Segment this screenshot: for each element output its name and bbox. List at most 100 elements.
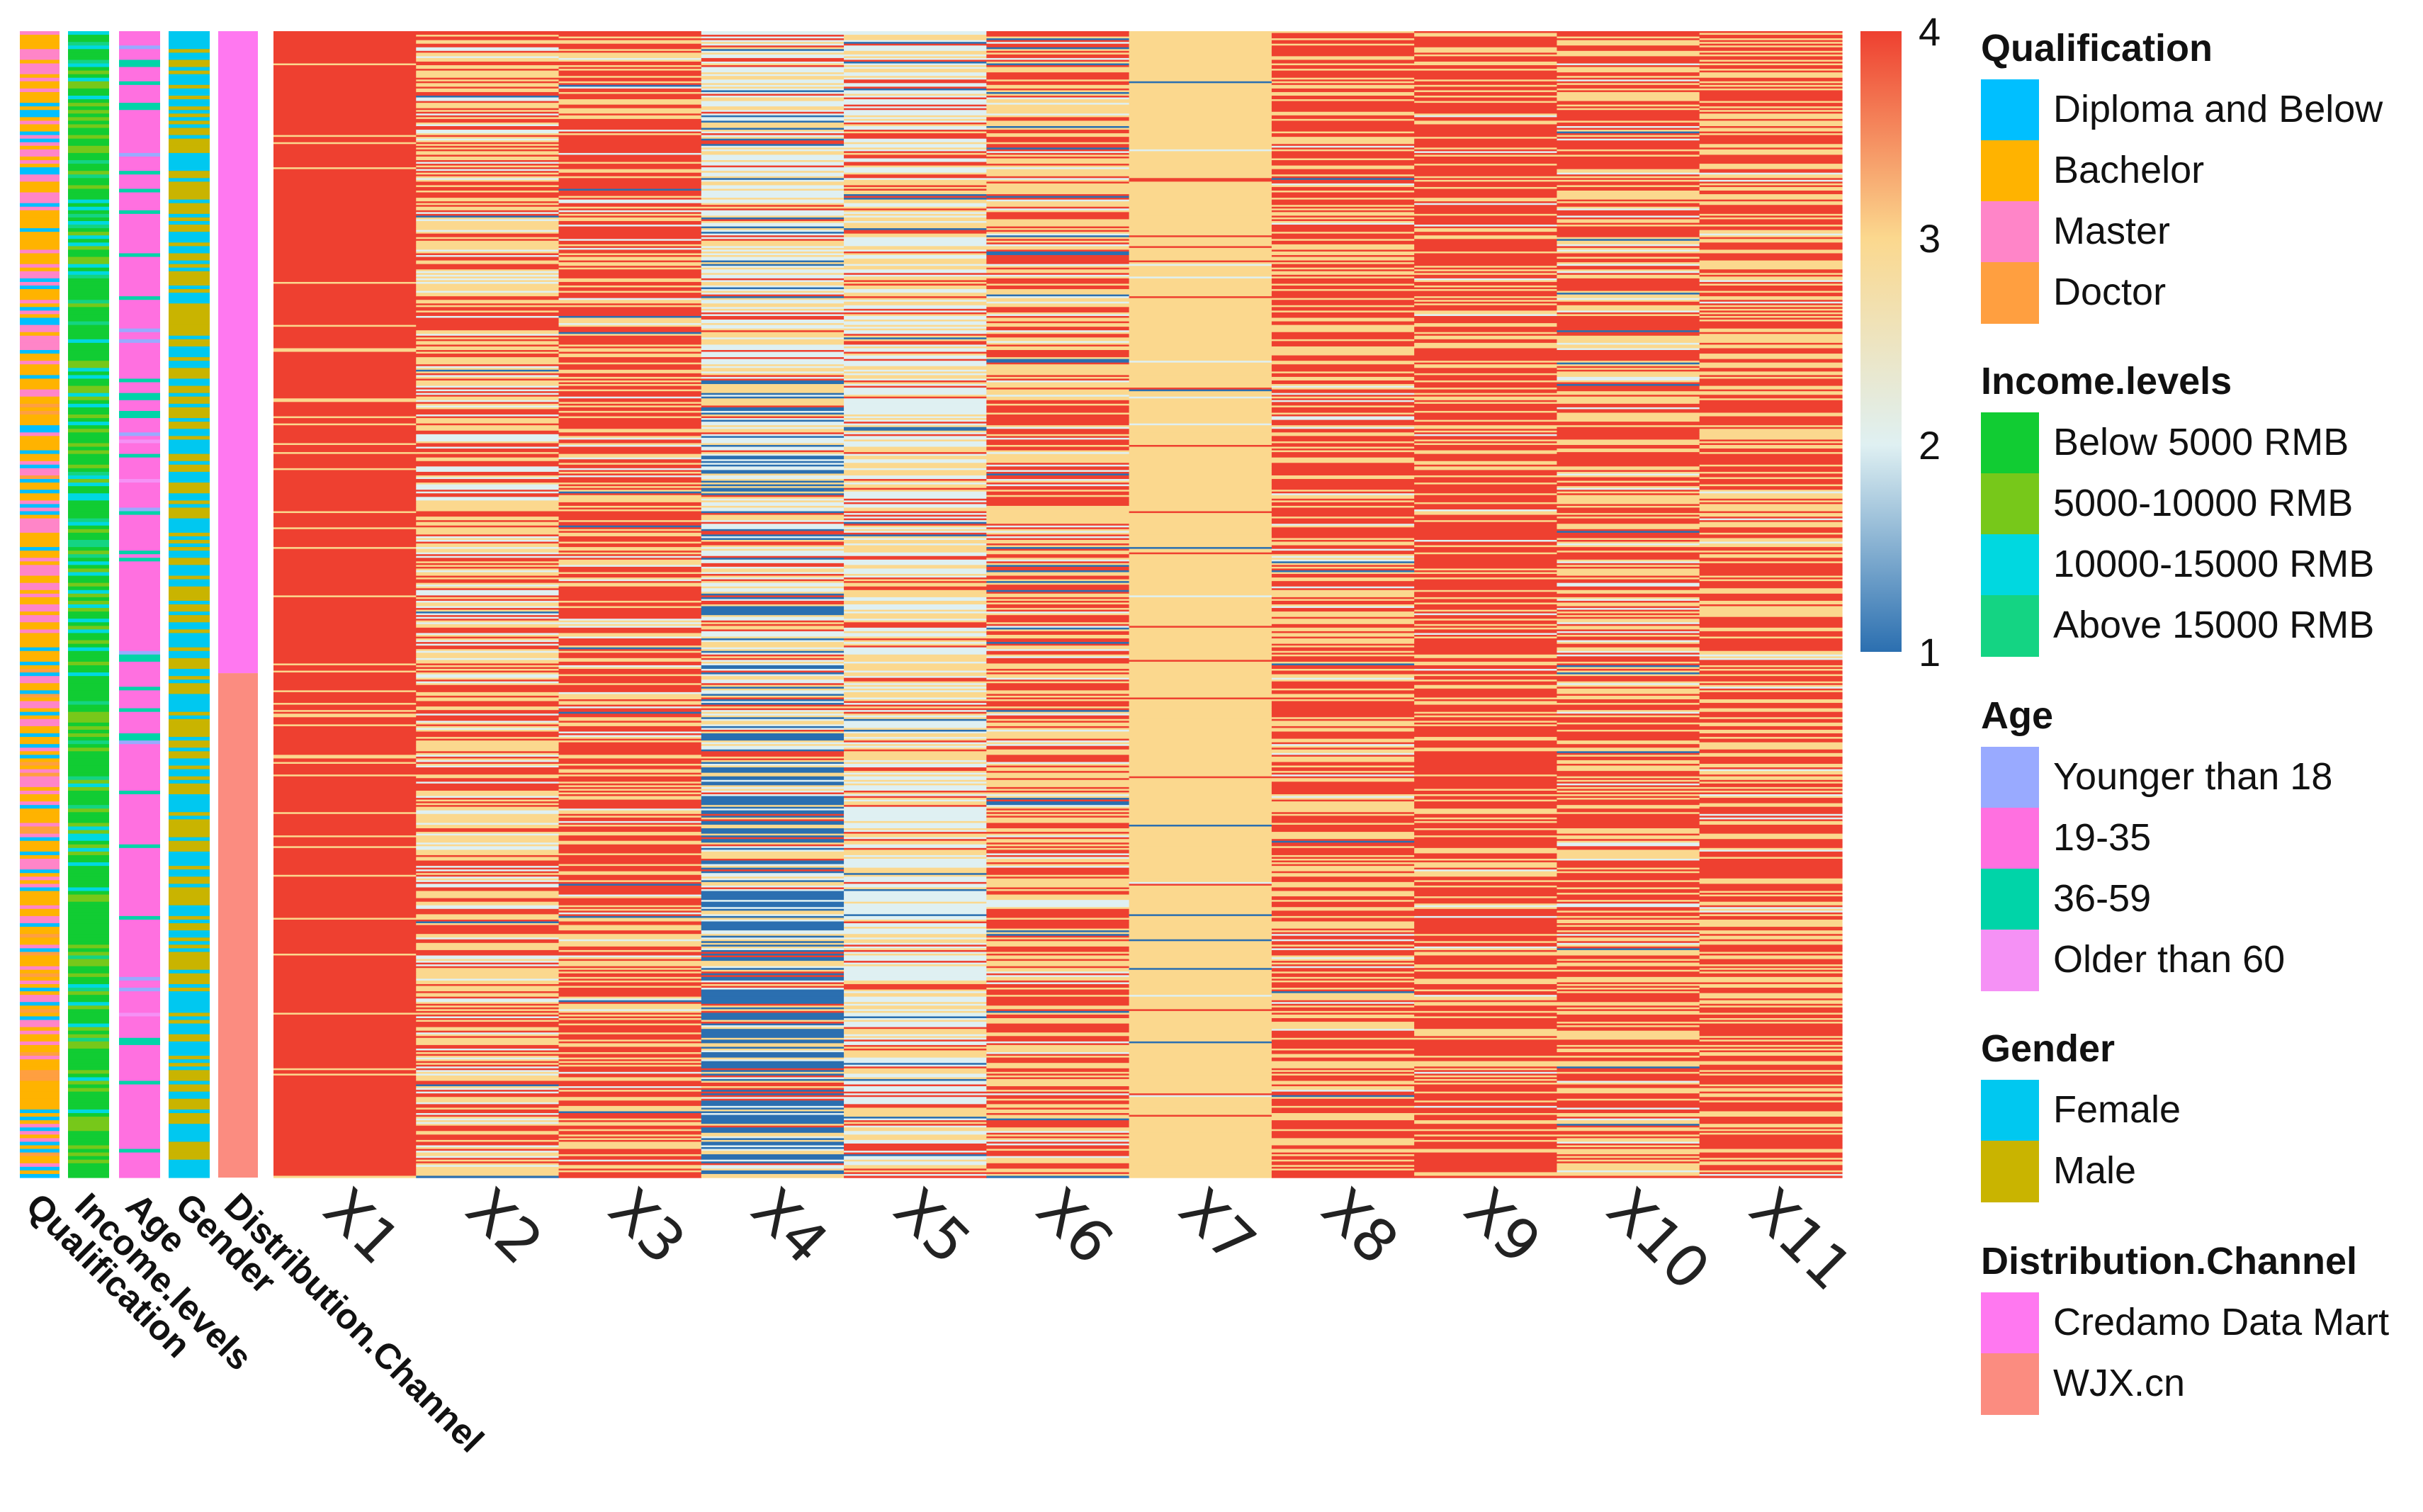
heat-cell [986, 891, 1130, 893]
heat-cell [986, 658, 1130, 661]
heat-cell [844, 298, 987, 300]
heat-cell [273, 294, 417, 297]
track-cell [119, 156, 160, 161]
heat-cell [273, 253, 417, 256]
track-cell [169, 672, 210, 677]
heat-cell [558, 220, 702, 224]
heat-cell [986, 300, 1130, 303]
heat-cell [701, 162, 845, 164]
heat-cell [558, 396, 702, 399]
track-cell [20, 661, 60, 666]
heat-cell [416, 378, 560, 381]
heat-cell [701, 328, 845, 331]
heat-cell [986, 839, 1130, 842]
heat-cell [558, 361, 702, 363]
track-cell [169, 457, 210, 462]
track-cell [169, 382, 210, 387]
track-cell [68, 711, 109, 716]
heat-cell [558, 634, 702, 638]
heat-cell [416, 783, 560, 786]
heat-cell [844, 315, 987, 319]
heat-cell [273, 332, 417, 334]
heat-cell [844, 1088, 987, 1090]
heat-cell [701, 595, 845, 598]
heat-cell [558, 589, 702, 593]
heat-cell [416, 504, 560, 507]
heat-cell [416, 577, 560, 580]
heat-cell [844, 65, 987, 68]
track-cell [20, 1009, 60, 1014]
heat-cell [558, 737, 702, 740]
heat-cell [701, 1054, 845, 1056]
track-cell [169, 1163, 210, 1168]
heat-cell [986, 785, 1130, 788]
track-cell [68, 436, 109, 441]
heat-cell [701, 718, 845, 722]
heat-cell [416, 554, 560, 557]
heat-cell [844, 314, 987, 317]
heat-cell [558, 222, 702, 225]
heat-cell [844, 649, 987, 652]
heat-cell [273, 572, 417, 575]
heat-cell [558, 43, 702, 46]
track-cell [20, 192, 60, 197]
heat-cell [701, 1122, 845, 1124]
heat-cell [844, 521, 987, 524]
heat-cell [416, 744, 560, 747]
heat-cell [844, 568, 987, 571]
heat-cell [986, 183, 1130, 186]
heat-cell [273, 687, 417, 689]
track-cell [119, 131, 160, 136]
heat-cell [416, 255, 560, 258]
heat-cell [701, 711, 845, 714]
heat-cell [416, 1165, 560, 1168]
heat-cell [701, 552, 845, 555]
track-cell [20, 973, 60, 978]
heat-cell [701, 332, 845, 334]
heat-cell [416, 983, 560, 987]
heat-cell [558, 1014, 702, 1017]
heat-cell [844, 961, 987, 964]
heat-cell [416, 937, 560, 940]
heat-cell [844, 826, 987, 829]
heat-cell [844, 256, 987, 259]
heat-cell [701, 538, 845, 541]
heat-cell [558, 341, 702, 344]
track-cell [20, 285, 60, 290]
heat-cell [416, 463, 560, 466]
heat-cell [273, 973, 417, 976]
track-cell [20, 1109, 60, 1114]
heat-cell [701, 764, 845, 767]
heat-cell [701, 378, 845, 381]
heat-cell [558, 463, 702, 466]
heat-cell [986, 572, 1130, 575]
heat-cell [701, 543, 845, 546]
heat-cell [844, 1084, 987, 1087]
track-cell [119, 303, 160, 308]
heat-cell [701, 1071, 845, 1075]
track-cell [169, 393, 210, 397]
track-cell [68, 758, 109, 763]
track-cell [169, 171, 210, 175]
heat-cell [416, 799, 560, 802]
heat-cell [558, 351, 702, 354]
heat-cell [558, 717, 702, 720]
heat-cell [273, 893, 417, 896]
track-cell [119, 1002, 160, 1006]
heat-cell [986, 376, 1130, 380]
heat-cell [558, 615, 702, 618]
track-cell [169, 980, 210, 985]
track-cell [119, 1152, 160, 1157]
heat-cell [273, 128, 417, 130]
heat-cell [986, 91, 1130, 95]
heat-cell [986, 756, 1130, 760]
heat-cell [701, 235, 845, 238]
heat-cell [701, 320, 845, 322]
heat-cell [416, 864, 560, 867]
heat-cell [558, 452, 702, 455]
heat-cell [701, 382, 845, 385]
heat-cell [844, 281, 987, 285]
heat-cell [273, 137, 417, 140]
heat-cell [558, 650, 702, 653]
track-cell [20, 196, 60, 201]
